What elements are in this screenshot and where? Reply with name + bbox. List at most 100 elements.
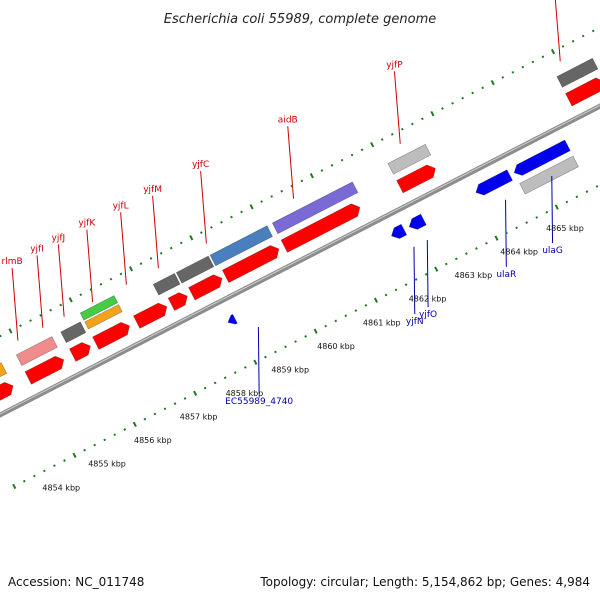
scale-tick [354,309,358,312]
genome-summary-text: Topology: circular; Length: 5,154,862 bp… [259,575,590,589]
scale-tick [535,216,539,219]
scale-tick [561,45,565,48]
reverse-cds-EC55989_4740 [227,313,238,325]
scale-tick [490,79,495,86]
gene-feature-rlmB [15,336,58,366]
accession-text: Accession: NC_011748 [8,575,144,589]
kbp-tick-label: 4854 kbp [42,483,80,492]
scale-tick [139,262,143,265]
gene-label-top: yjfJ [52,233,66,243]
scale-tick [340,158,344,162]
scale-tick [284,345,287,349]
reverse-cds-yjfO [408,213,427,230]
scale-tick [531,60,535,64]
scale-tick [541,55,545,59]
gene-feature-yjfP [387,143,432,175]
scale-tick [324,324,328,328]
scale-tick [63,459,66,462]
kbp-tick-label: 4864 kbp [500,248,538,257]
scale-tick [344,314,348,318]
scale-tick [53,464,56,468]
scale-tick [99,282,103,286]
scale-tick [132,421,137,428]
scale-tick [300,179,304,183]
label-leader-line [11,268,19,341]
scale-tick [591,29,595,33]
scale-tick [113,433,117,437]
scale-tick [29,319,32,322]
scale-tick [200,231,203,234]
scale-tick [421,117,424,121]
scale-tick [72,452,77,459]
label-leader-line [554,0,561,62]
scale-tick [270,195,274,198]
label-leader-line [257,326,260,395]
scale-tick [501,76,505,79]
forward-cds [0,381,14,401]
scale-tick [93,443,96,447]
scale-tick [193,390,198,396]
kbp-scale: 4854 kbp 4855 kbp 4856 kbp 4857 kbp 4858 kbp… [0,29,599,492]
scale-tick [19,324,22,328]
scale-tick [123,428,127,431]
gene-feature-yjfK-green [79,295,119,321]
kbp-tick-label: 4860 kbp [317,342,355,351]
scale-tick [334,319,338,323]
scale-tick [494,235,499,241]
scale-tick [581,34,585,38]
scale-tick [360,148,364,152]
scale-tick [264,355,267,359]
gene-label-bottom: yjfO [419,310,437,320]
scale-tick [545,210,549,214]
scale-tick [220,220,223,224]
scale-tick [414,278,418,281]
scale-tick [430,110,435,117]
scale-tick [253,359,258,365]
scale-tick [390,133,394,136]
scale-tick [313,328,318,334]
scale-tick [575,195,579,199]
scale-tick [320,169,324,172]
genome-backbone [0,103,600,418]
scale-tick [465,252,468,256]
kbp-tick-label: 4857 kbp [180,413,218,422]
scale-tick [22,479,26,483]
scale-tick [595,185,599,188]
gene-label-top: yjfK [78,219,96,229]
scale-tick [434,266,439,272]
kbp-tick-label: 4855 kbp [88,460,126,469]
scale-tick [444,262,448,266]
scale-tick [384,293,388,297]
kbp-tick-label: 4865 kbp [546,224,584,233]
scale-tick [173,402,177,405]
forward-cds [133,302,168,329]
scale-tick [290,184,294,188]
scale-tick [451,101,454,105]
scale-tick [12,483,17,490]
kbp-tick-label: 4858 kbp [226,389,264,398]
forward-cds [188,274,223,301]
label-leader-line [426,240,429,308]
kbp-tick-label: 4862 kbp [409,295,447,304]
scale-tick [304,335,307,338]
label-leader-line [57,244,65,317]
kbp-tick-label: 4863 kbp [455,271,493,280]
label-leader-line [120,212,127,285]
scale-tick [149,257,153,260]
scale-tick [179,241,183,245]
scale-tick [163,407,167,411]
scale-tick [240,210,243,214]
gene-label-top: yjfI [30,244,44,254]
kbp-tick-label: 4856 kbp [134,436,172,445]
gene-feature-yjfM [175,255,215,284]
scale-tick [68,297,73,303]
scale-tick [505,231,508,235]
scale-tick [454,257,458,261]
gene-feature-ulaG-gray [519,155,579,195]
scale-tick [243,366,247,369]
scale-tick [83,448,86,452]
scale-tick [39,314,42,317]
gene-label-top: yjfM [143,185,162,195]
forward-cds [92,322,130,350]
